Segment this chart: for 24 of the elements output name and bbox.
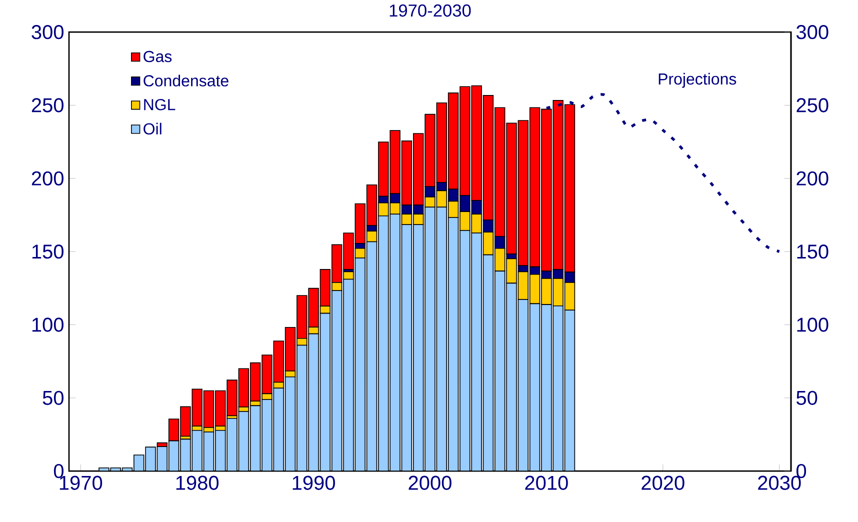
y2-tick-label: 200: [796, 171, 828, 186]
x-tick-label: 1980: [176, 476, 219, 490]
line-series: [545, 93, 781, 253]
text: Projections: [658, 72, 736, 88]
x-tick-label: 2010: [525, 476, 568, 490]
legend-label: Gas: [144, 50, 172, 62]
x-tick-label: 2000: [408, 476, 452, 490]
y2-tick-label: 50: [796, 390, 818, 405]
y-tick-label: 200: [32, 171, 64, 186]
legend-label: Oil: [144, 122, 162, 134]
y-tick-label: 100: [32, 318, 64, 332]
y2-tick-label: 300: [796, 24, 828, 40]
legend-label: NGL: [144, 98, 176, 110]
y-tick-label: 150: [32, 244, 64, 259]
x-tick-label: 2020: [642, 476, 684, 490]
y-tick-label: 50: [42, 390, 64, 405]
y-tick-label: 250: [32, 98, 64, 112]
y-tick-label: 300: [32, 24, 64, 40]
y2-tick-label: 150: [797, 244, 828, 259]
chart-title: 1970-2030: [390, 4, 471, 17]
y2-tick-label: 100: [797, 318, 828, 332]
x-tick-label: 1990: [292, 476, 335, 490]
legend-label: Condensate: [144, 74, 228, 86]
y2-tick-label: 250: [796, 98, 828, 112]
